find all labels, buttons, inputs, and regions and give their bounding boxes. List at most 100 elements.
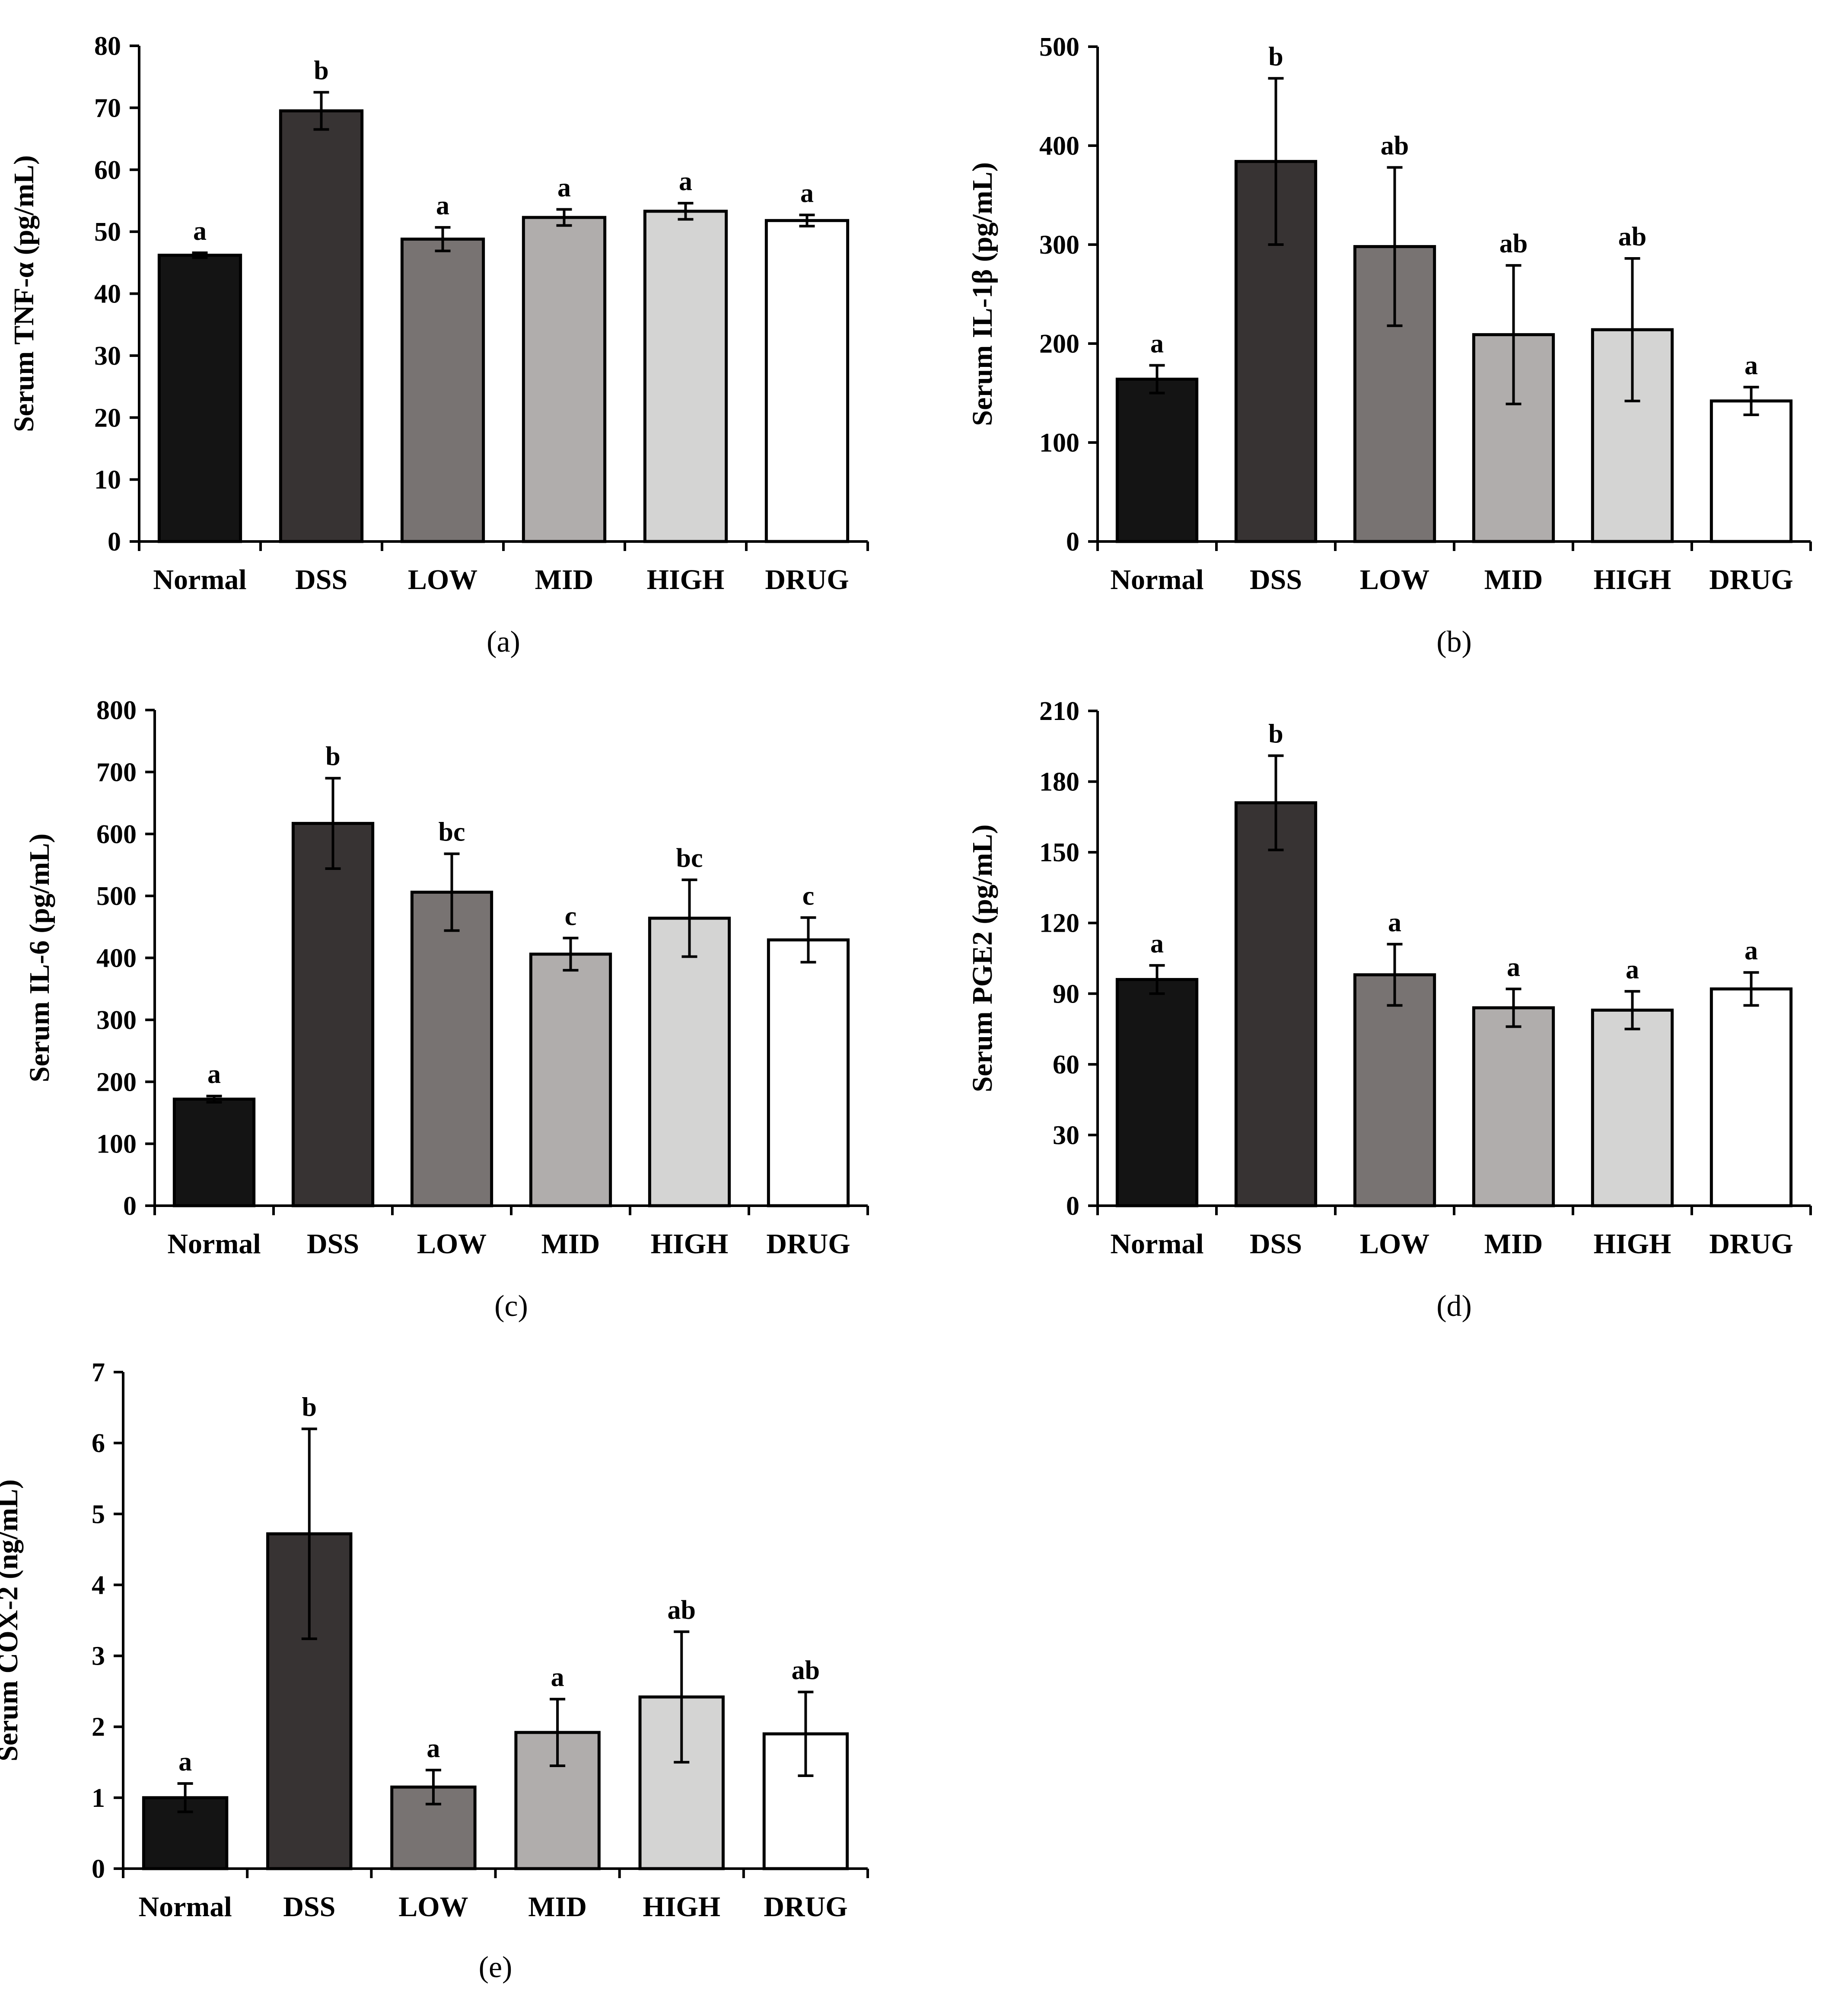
bar-normal bbox=[1117, 980, 1197, 1206]
significance-label: a bbox=[1150, 329, 1164, 358]
x-tick-label: Normal bbox=[1110, 564, 1203, 596]
x-tick-label: HIGH bbox=[647, 564, 725, 596]
significance-label: a bbox=[1744, 351, 1758, 380]
bar-dss bbox=[293, 823, 372, 1206]
x-tick-label: DRUG bbox=[1709, 1228, 1793, 1260]
x-tick-label: DSS bbox=[307, 1228, 359, 1260]
x-tick-label: DRUG bbox=[766, 1228, 850, 1260]
x-tick-label: DSS bbox=[295, 564, 347, 596]
significance-label: a bbox=[551, 1663, 564, 1692]
y-tick-label: 300 bbox=[96, 1006, 137, 1035]
y-tick-label: 2 bbox=[92, 1713, 105, 1742]
x-tick-label: LOW bbox=[408, 564, 478, 596]
x-tick-label: LOW bbox=[398, 1891, 468, 1923]
chart-panel-1: 0 10 20 30 40 50 60 70 80 a Normal b DSS a LOW a MID a HIG… bbox=[8, 32, 868, 659]
y-tick-label: 30 bbox=[1053, 1121, 1079, 1150]
bar-dss bbox=[1236, 803, 1315, 1206]
significance-label: a bbox=[1507, 952, 1520, 982]
significance-label: b bbox=[302, 1392, 317, 1422]
x-tick-label: HIGH bbox=[651, 1228, 729, 1260]
y-tick-label: 100 bbox=[96, 1130, 137, 1159]
y-tick-label: 0 bbox=[1066, 527, 1079, 557]
x-tick-label: MID bbox=[541, 1228, 600, 1260]
significance-label: b bbox=[1268, 720, 1283, 749]
y-tick-label: 100 bbox=[1039, 428, 1079, 458]
bar-drug bbox=[1711, 401, 1791, 541]
y-tick-label: 20 bbox=[94, 403, 121, 433]
panel-label: (a) bbox=[487, 625, 520, 659]
y-tick-label: 120 bbox=[1039, 909, 1079, 938]
significance-label: a bbox=[436, 191, 449, 220]
y-tick-label: 0 bbox=[123, 1191, 137, 1221]
bar-mid bbox=[1474, 1008, 1553, 1206]
chart-panel-4: 0 30 60 90 120 150 180 210 a Normal b DSS a LOW a MID a H… bbox=[967, 697, 1811, 1323]
y-tick-label: 150 bbox=[1039, 838, 1079, 867]
bar-normal bbox=[1117, 379, 1197, 541]
x-tick-label: Normal bbox=[138, 1891, 232, 1923]
x-tick-label: HIGH bbox=[1594, 1228, 1671, 1260]
y-tick-label: 3 bbox=[92, 1642, 105, 1671]
y-tick-label: 80 bbox=[94, 32, 121, 61]
y-tick-label: 200 bbox=[1039, 329, 1079, 359]
x-tick-label: DRUG bbox=[1709, 564, 1793, 596]
y-tick-label: 400 bbox=[1039, 131, 1079, 161]
y-tick-label: 1 bbox=[92, 1784, 105, 1813]
y-axis-title: Serum COX-2 (ng/mL) bbox=[0, 1479, 24, 1761]
y-tick-label: 30 bbox=[94, 341, 121, 371]
significance-label: a bbox=[800, 178, 814, 208]
y-tick-label: 6 bbox=[92, 1429, 105, 1458]
x-tick-label: DSS bbox=[1250, 564, 1302, 596]
y-axis-title: Serum TNF-α (pg/mL) bbox=[8, 155, 40, 432]
bar-high bbox=[1592, 1010, 1672, 1206]
significance-label: a bbox=[427, 1734, 440, 1763]
significance-label: a bbox=[557, 173, 571, 203]
bar-dss bbox=[280, 111, 362, 541]
y-tick-label: 50 bbox=[94, 217, 121, 247]
y-tick-label: 10 bbox=[94, 465, 121, 495]
bar-high bbox=[645, 211, 726, 541]
y-tick-label: 0 bbox=[108, 527, 121, 557]
bar-mid bbox=[531, 954, 610, 1206]
panel-label: (d) bbox=[1436, 1290, 1472, 1323]
x-tick-label: Normal bbox=[1110, 1228, 1203, 1260]
x-tick-label: MID bbox=[1484, 564, 1543, 596]
x-tick-label: Normal bbox=[153, 564, 246, 596]
panel-label: (c) bbox=[494, 1290, 528, 1323]
y-tick-label: 800 bbox=[96, 696, 137, 725]
y-axis-title: Serum PGE2 (pg/mL) bbox=[967, 825, 998, 1092]
significance-label: c bbox=[802, 881, 815, 911]
significance-label: ab bbox=[668, 1596, 696, 1625]
y-tick-label: 400 bbox=[96, 944, 137, 973]
y-tick-label: 0 bbox=[1066, 1191, 1079, 1221]
y-axis-title: Serum IL-1β (pg/mL) bbox=[967, 162, 998, 426]
x-tick-label: DRUG bbox=[765, 564, 849, 596]
y-tick-label: 210 bbox=[1039, 697, 1079, 726]
significance-label: a bbox=[1744, 936, 1758, 965]
significance-label: ab bbox=[1381, 131, 1409, 160]
bar-drug bbox=[1711, 989, 1791, 1206]
bar-low bbox=[1355, 975, 1434, 1206]
y-tick-label: 7 bbox=[92, 1358, 105, 1387]
y-tick-label: 300 bbox=[1039, 230, 1079, 260]
panel-label: (e) bbox=[479, 1951, 513, 1984]
y-tick-label: 90 bbox=[1053, 979, 1079, 1009]
y-tick-label: 40 bbox=[94, 280, 121, 309]
x-tick-label: DRUG bbox=[764, 1891, 847, 1923]
y-axis-title: Serum IL-6 (pg/mL) bbox=[24, 834, 55, 1083]
x-tick-label: MID bbox=[535, 564, 594, 596]
x-tick-label: HIGH bbox=[1594, 564, 1671, 596]
x-tick-label: MID bbox=[528, 1891, 587, 1923]
significance-label: ab bbox=[1499, 229, 1528, 258]
bar-high bbox=[649, 918, 729, 1206]
significance-label: a bbox=[1388, 908, 1401, 937]
y-tick-label: 0 bbox=[92, 1854, 105, 1884]
y-tick-label: 600 bbox=[96, 820, 137, 849]
x-tick-label: LOW bbox=[1360, 564, 1429, 596]
significance-label: ab bbox=[792, 1656, 820, 1685]
y-tick-label: 500 bbox=[1039, 32, 1079, 62]
significance-label: bc bbox=[439, 818, 465, 847]
panel-label: (b) bbox=[1436, 625, 1472, 659]
bar-low bbox=[402, 239, 483, 541]
significance-label: b bbox=[314, 56, 328, 86]
x-tick-label: LOW bbox=[1360, 1228, 1429, 1260]
